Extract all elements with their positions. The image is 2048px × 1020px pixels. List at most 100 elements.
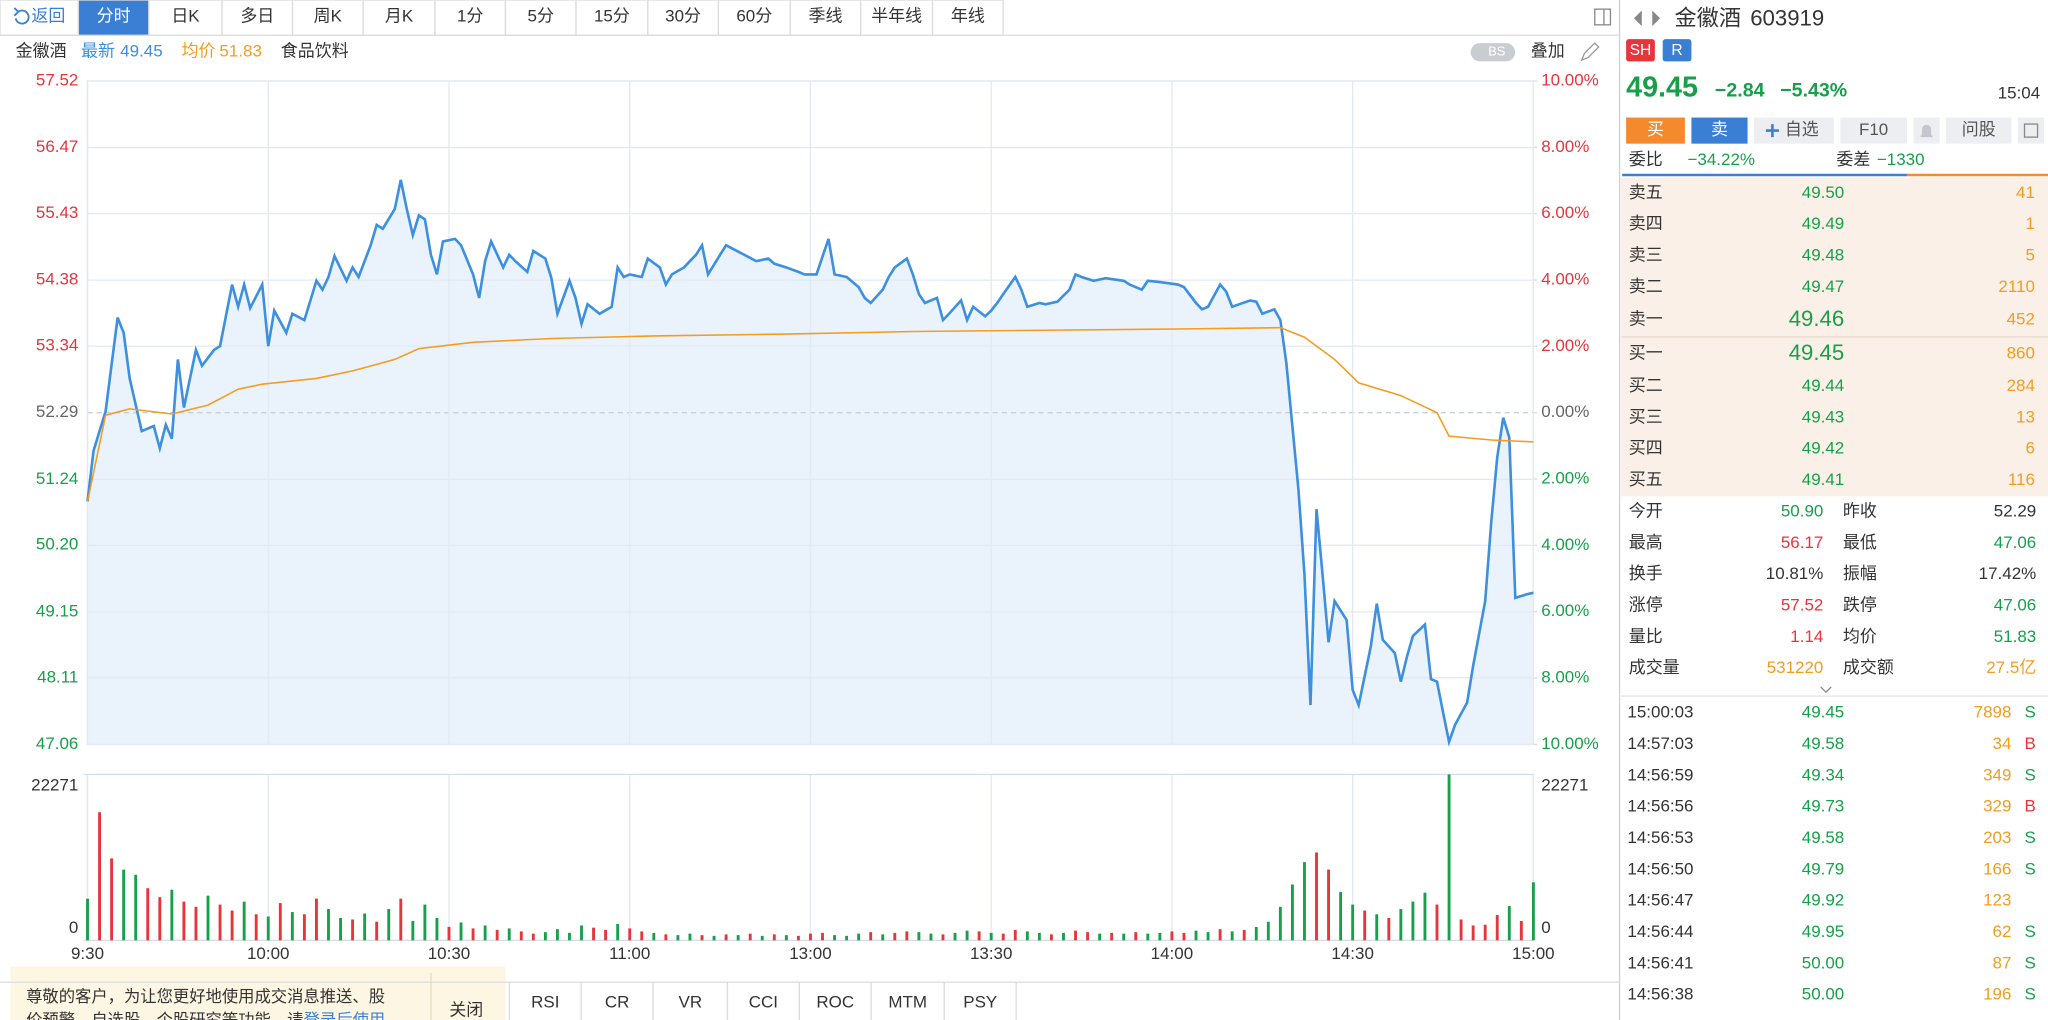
volume-bar xyxy=(1351,904,1355,941)
volume-bar xyxy=(134,874,138,941)
tab-label: 季线 xyxy=(809,6,843,25)
volume-bar xyxy=(616,923,620,941)
volume-bar xyxy=(110,858,114,941)
volume-bar xyxy=(435,917,439,941)
indicator-tab[interactable] xyxy=(508,981,582,1020)
volume-bar xyxy=(290,912,294,941)
quote-percent: −5.43% xyxy=(1780,80,1847,102)
notice-close[interactable]: 关闭 xyxy=(449,1000,483,1019)
volume-bar xyxy=(592,927,596,941)
tab-label: 30分 xyxy=(665,6,701,25)
ratio-value: −34.22% xyxy=(1688,150,1755,169)
panel-toggle[interactable] xyxy=(1594,8,1612,26)
tab-label: 半年线 xyxy=(871,6,922,25)
volume-bar xyxy=(1049,934,1053,941)
action-label: 卖 xyxy=(1711,120,1728,139)
volume-bar xyxy=(1230,931,1234,941)
volume-bar xyxy=(495,929,499,941)
volume-bar xyxy=(833,935,836,941)
quote-time: 15:04 xyxy=(1998,84,2040,103)
more-button[interactable] xyxy=(2017,117,2045,144)
book-price: 49.43 xyxy=(1802,407,1844,426)
quote-tag-label: R xyxy=(1671,42,1682,59)
volume-bar xyxy=(977,931,981,941)
stat-value: 50.90 xyxy=(1781,501,1823,520)
volume-bar xyxy=(1459,919,1463,941)
volume-bar xyxy=(1025,931,1029,941)
trade-time: 14:56:56 xyxy=(1627,797,1693,816)
indicator-tab[interactable] xyxy=(943,981,1017,1020)
tab-button[interactable] xyxy=(860,0,934,36)
x-tick-label: 10:30 xyxy=(428,944,470,963)
volume-bar xyxy=(809,933,812,941)
tab-button[interactable] xyxy=(434,0,507,36)
action-button[interactable] xyxy=(1840,117,1907,144)
volume-bar xyxy=(423,904,427,941)
action-label: F10 xyxy=(1859,120,1888,139)
trade-price: 49.58 xyxy=(1802,828,1844,847)
tab-label: 分时 xyxy=(97,6,131,25)
legend-latest: 最新 xyxy=(81,42,115,61)
y-tick-label: 52.29 xyxy=(36,402,78,421)
nav-next[interactable] xyxy=(1652,10,1661,27)
x-tick-label: 14:00 xyxy=(1151,944,1193,963)
volume-bar xyxy=(905,931,909,941)
trade-volume: 34 xyxy=(1993,734,2012,753)
volume-bar xyxy=(1182,932,1186,941)
expand-icon[interactable] xyxy=(1820,686,1832,694)
volume-bar xyxy=(1411,901,1415,941)
trade-time: 14:56:38 xyxy=(1627,985,1693,1004)
tab-label: 日K xyxy=(171,6,200,25)
quote-price: 49.45 xyxy=(1626,71,1698,103)
tab-label: 周K xyxy=(314,6,343,25)
volume-bar xyxy=(531,933,535,941)
trade-volume: 7898 xyxy=(1974,703,2012,722)
tab-button[interactable] xyxy=(931,0,1004,36)
trade-price: 49.34 xyxy=(1802,765,1844,784)
action-button[interactable] xyxy=(1946,117,2012,144)
trade-side: S xyxy=(2024,953,2035,972)
volume-bar xyxy=(387,909,391,941)
tab-button[interactable] xyxy=(789,0,862,36)
volume-tick-label: 22271 xyxy=(31,776,78,795)
y2-tick-label: 6.00% xyxy=(1541,601,1589,620)
legend-average: 均价 xyxy=(182,42,216,61)
back-button[interactable] xyxy=(0,0,80,36)
tab-button[interactable] xyxy=(717,0,791,36)
notice-link[interactable]: 登录后使用 xyxy=(304,1012,386,1020)
tab-button[interactable] xyxy=(221,0,294,36)
x-tick-label: 13:00 xyxy=(789,944,831,963)
trade-time: 14:56:50 xyxy=(1627,859,1693,878)
volume-bar xyxy=(881,934,885,941)
trade-side: S xyxy=(2024,985,2035,1004)
action-button[interactable] xyxy=(1691,117,1748,144)
volume-bar xyxy=(1086,932,1090,941)
action-button[interactable] xyxy=(1626,117,1685,144)
volume-bar xyxy=(1387,917,1391,941)
overlay-button[interactable]: 叠加 xyxy=(1531,42,1565,61)
trade-side: S xyxy=(2024,859,2035,878)
tab-button[interactable] xyxy=(77,0,150,36)
nav-prev[interactable] xyxy=(1633,10,1642,27)
y-tick-label: 57.52 xyxy=(36,70,78,89)
volume-bar xyxy=(1278,906,1282,941)
indicator-tab[interactable] xyxy=(652,981,729,1020)
diff-value: −1330 xyxy=(1877,150,1925,169)
volume-bar xyxy=(122,869,126,941)
y2-tick-label: 10.00% xyxy=(1541,70,1599,89)
tab-button[interactable] xyxy=(575,0,649,36)
tab-label: 多日 xyxy=(240,6,274,25)
volume-bar xyxy=(1339,891,1343,941)
stat-label: 量比 xyxy=(1629,627,1663,646)
bs-toggle[interactable] xyxy=(1470,43,1516,62)
trade-side: S xyxy=(2024,765,2035,784)
indicator-tab[interactable] xyxy=(580,981,654,1020)
volume-bar xyxy=(1062,932,1065,941)
indicator-tab[interactable] xyxy=(870,981,945,1020)
volume-bar xyxy=(1531,882,1535,941)
tab-button[interactable] xyxy=(647,0,720,36)
y2-tick-label: 4.00% xyxy=(1541,269,1589,288)
y-tick-label: 50.20 xyxy=(36,535,78,554)
volume-bar xyxy=(1122,933,1126,941)
y2-tick-label: 0.00% xyxy=(1541,402,1589,421)
